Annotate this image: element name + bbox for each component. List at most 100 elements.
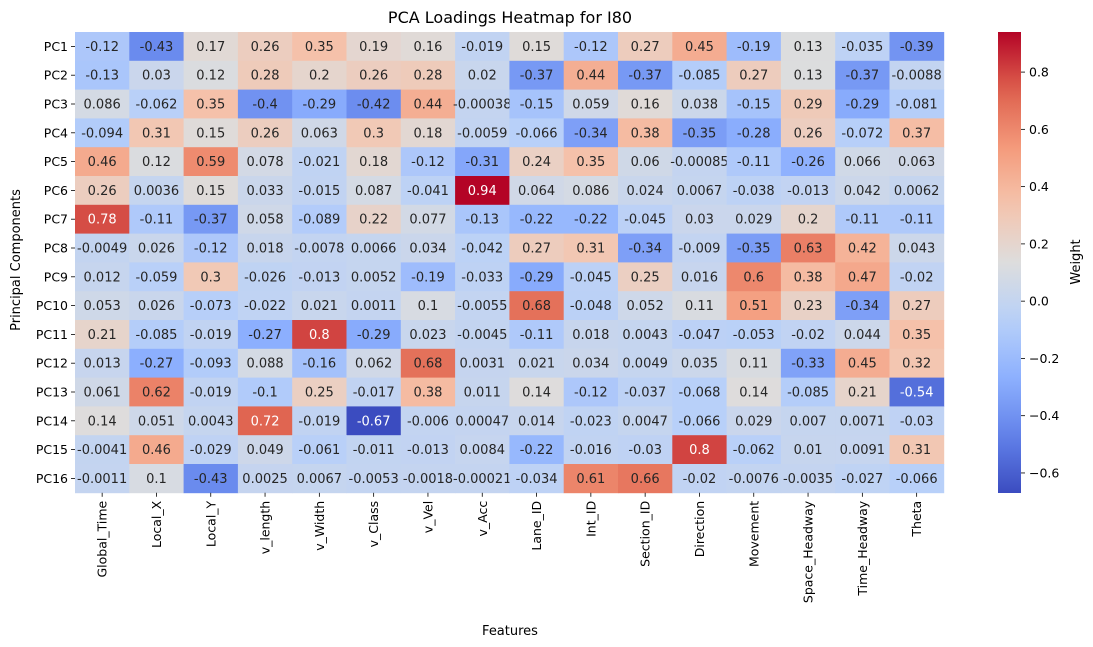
cell-label: 0.02 bbox=[468, 69, 497, 84]
heatmap-cell bbox=[183, 118, 239, 148]
cell-label: -0.085 bbox=[787, 386, 829, 401]
heatmap-cell bbox=[618, 406, 673, 436]
heatmap-cell bbox=[455, 406, 510, 436]
cell-label: -0.19 bbox=[411, 270, 445, 285]
heatmap-cell bbox=[237, 176, 293, 206]
heatmap-cell bbox=[129, 435, 184, 465]
heatmap-cell bbox=[400, 176, 456, 206]
heatmap-cell bbox=[237, 377, 293, 407]
cell-label: -0.059 bbox=[135, 270, 177, 285]
heatmap-cell bbox=[292, 435, 347, 465]
cell-label: -0.0011 bbox=[77, 472, 127, 487]
cell-label: -0.28 bbox=[737, 126, 771, 141]
heatmap-cell bbox=[835, 377, 890, 407]
heatmap-cell bbox=[563, 291, 619, 321]
heatmap-cell bbox=[400, 204, 456, 234]
cell-label: -0.085 bbox=[135, 328, 177, 343]
cell-label: -0.43 bbox=[140, 40, 174, 55]
heatmap-cell bbox=[889, 348, 945, 378]
y-tick-label: PC7 bbox=[44, 212, 68, 227]
cell-label: -0.22 bbox=[520, 213, 554, 228]
heatmap-cell bbox=[129, 176, 184, 206]
cell-label: -0.081 bbox=[896, 98, 938, 113]
heatmap-cell bbox=[563, 233, 619, 263]
cell-label: -0.19 bbox=[737, 40, 771, 55]
cell-label: -0.033 bbox=[461, 270, 503, 285]
cell-label: 0.0071 bbox=[840, 414, 886, 429]
heatmap-cell bbox=[726, 176, 782, 206]
cell-label: -0.023 bbox=[570, 414, 612, 429]
heatmap-cell bbox=[455, 291, 510, 321]
heatmap-cell bbox=[455, 262, 510, 292]
heatmap-cell bbox=[618, 262, 673, 292]
heatmap-cell bbox=[75, 32, 130, 62]
cell-label: 0.21 bbox=[88, 328, 117, 343]
heatmap-cell bbox=[618, 464, 673, 494]
cell-label: -0.43 bbox=[194, 472, 228, 487]
cell-label: 0.14 bbox=[522, 386, 551, 401]
cell-label: 0.058 bbox=[246, 213, 283, 228]
heatmap-cell bbox=[455, 204, 510, 234]
cell-label: 0.16 bbox=[631, 98, 660, 113]
heatmap-cell bbox=[889, 60, 945, 90]
cell-label: -0.29 bbox=[520, 270, 554, 285]
cell-label: -0.019 bbox=[190, 386, 232, 401]
cell-label: -0.029 bbox=[190, 443, 232, 458]
heatmap-cell bbox=[292, 291, 347, 321]
cell-label: 0.45 bbox=[685, 40, 714, 55]
cell-label: 0.2 bbox=[798, 213, 819, 228]
cell-label: 0.078 bbox=[246, 155, 283, 170]
cell-label: 0.59 bbox=[196, 155, 225, 170]
cell-label: 0.0066 bbox=[351, 242, 397, 257]
cell-label: 0.51 bbox=[739, 299, 768, 314]
cell-label: -0.0049 bbox=[77, 242, 127, 257]
heatmap-cell bbox=[183, 320, 239, 350]
cell-label: 0.034 bbox=[409, 242, 446, 257]
cell-label: 0.086 bbox=[572, 184, 609, 199]
colorbar-tick-label: 0.0 bbox=[1029, 294, 1049, 309]
cell-label: 0.3 bbox=[200, 270, 221, 285]
heatmap-cell bbox=[509, 118, 565, 148]
x-tick-label: Lane_ID bbox=[529, 501, 544, 551]
heatmap-cell bbox=[129, 233, 184, 263]
heatmap-cell bbox=[129, 262, 184, 292]
cell-label: -0.29 bbox=[303, 98, 337, 113]
cell-label: 0.12 bbox=[142, 155, 171, 170]
heatmap-cell bbox=[835, 348, 890, 378]
cell-label: 0.2 bbox=[309, 69, 330, 84]
cell-label: -0.15 bbox=[520, 98, 554, 113]
heatmap-cell bbox=[75, 464, 130, 494]
cell-label: 0.029 bbox=[735, 213, 772, 228]
cell-label: 0.23 bbox=[794, 299, 823, 314]
heatmap-cell bbox=[400, 291, 456, 321]
cell-label: -0.011 bbox=[353, 443, 395, 458]
cell-label: 0.16 bbox=[413, 40, 442, 55]
heatmap-cell bbox=[183, 348, 239, 378]
cell-label: -0.27 bbox=[248, 328, 282, 343]
y-tick-label: PC13 bbox=[36, 385, 68, 400]
heatmap-cell bbox=[346, 291, 402, 321]
heatmap-cell bbox=[618, 435, 673, 465]
heatmap-cell bbox=[509, 464, 565, 494]
y-tick-label: PC11 bbox=[36, 327, 68, 342]
heatmap-cell bbox=[563, 464, 619, 494]
heatmap-cell bbox=[346, 233, 402, 263]
cell-label: -0.0041 bbox=[77, 443, 127, 458]
heatmap-cell bbox=[75, 435, 130, 465]
heatmap-cell bbox=[346, 60, 402, 90]
cell-label: 0.0043 bbox=[188, 414, 234, 429]
heatmap-cell bbox=[780, 320, 836, 350]
cell-label: -0.061 bbox=[298, 443, 340, 458]
cell-label: 0.0052 bbox=[351, 270, 397, 285]
cell-label: -0.045 bbox=[624, 213, 666, 228]
heatmap-cell bbox=[726, 406, 782, 436]
heatmap-cell bbox=[292, 320, 347, 350]
heatmap-cell bbox=[455, 89, 510, 119]
cell-label: -0.0055 bbox=[457, 299, 507, 314]
cell-label: 0.31 bbox=[902, 443, 931, 458]
cell-label: -0.013 bbox=[407, 443, 449, 458]
cell-label: -0.013 bbox=[787, 184, 829, 199]
heatmap-cell bbox=[780, 32, 836, 62]
heatmap-cell bbox=[889, 406, 945, 436]
cell-label: 0.021 bbox=[301, 299, 338, 314]
